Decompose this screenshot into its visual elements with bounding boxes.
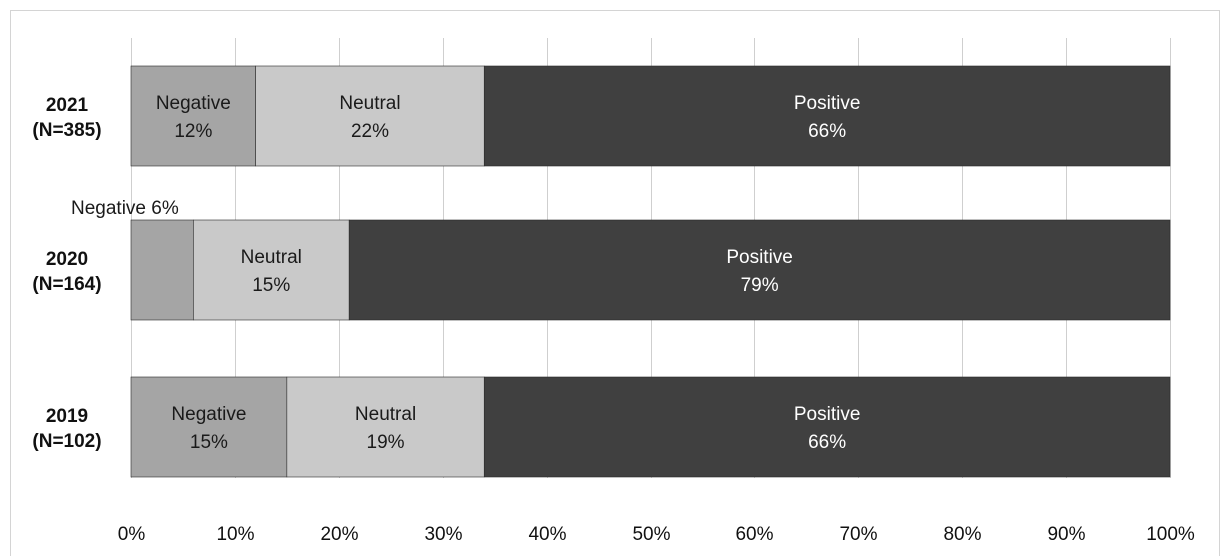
data-label-neutral-name: Neutral xyxy=(241,247,302,268)
x-tick-label: 0% xyxy=(118,524,146,545)
data-label-positive-name: Positive xyxy=(726,247,793,268)
category-labels: 2021 (N=385) 2020 (N=164) 2019 (N=102) xyxy=(32,95,101,452)
data-label-positive-name: Positive xyxy=(794,404,861,425)
data-label-negative-value: 12% xyxy=(174,121,212,142)
x-tick-label: 40% xyxy=(528,524,566,545)
data-label-neutral-value: 19% xyxy=(367,432,405,453)
bar-segment-neutral xyxy=(255,65,485,167)
data-label-neutral-value: 22% xyxy=(351,121,389,142)
x-axis-ticks: 0% 10% 20% 30% 40% 50% 60% 70% 80% 90% 100% xyxy=(118,524,1195,545)
category-label-n: (N=164) xyxy=(32,274,101,295)
x-tick-label: 20% xyxy=(320,524,358,545)
data-label-negative-value: 15% xyxy=(190,432,228,453)
category-label-n: (N=385) xyxy=(32,120,101,141)
data-label-neutral-name: Neutral xyxy=(339,93,400,114)
x-tick-label: 90% xyxy=(1047,524,1085,545)
x-tick-label: 100% xyxy=(1146,524,1195,545)
x-tick-label: 50% xyxy=(632,524,670,545)
category-label-year: 2020 xyxy=(46,249,88,270)
labels: Negative 12% Neutral 22% Positive 66% Negative… xyxy=(71,93,860,453)
category-label-year: 2021 xyxy=(46,95,89,116)
x-tick-label: 60% xyxy=(735,524,773,545)
data-label-negative: Negative 6% xyxy=(71,198,179,219)
data-label-negative-name: Negative xyxy=(171,404,246,425)
bar-segment-positive xyxy=(348,219,1171,321)
x-tick-label: 10% xyxy=(216,524,254,545)
bar-segment-negative xyxy=(130,376,288,478)
bar-segment-negative xyxy=(130,219,194,321)
data-label-positive-value: 66% xyxy=(808,121,846,142)
data-label-positive-value: 66% xyxy=(808,432,846,453)
data-label-neutral-value: 15% xyxy=(252,275,290,296)
category-label-n: (N=102) xyxy=(32,431,101,452)
bar-segment-positive xyxy=(483,376,1171,478)
data-label-neutral-name: Neutral xyxy=(355,404,416,425)
bars xyxy=(130,65,1171,478)
data-label-positive-value: 79% xyxy=(741,275,779,296)
bar-segment-negative xyxy=(130,65,256,167)
bar-segment-positive xyxy=(483,65,1171,167)
x-tick-label: 30% xyxy=(424,524,462,545)
x-tick-label: 80% xyxy=(943,524,981,545)
x-tick-label: 70% xyxy=(839,524,877,545)
data-label-positive-name: Positive xyxy=(794,93,861,114)
data-label-negative-name: Negative xyxy=(156,93,231,114)
bar-segment-neutral xyxy=(286,376,485,478)
category-label-year: 2019 xyxy=(46,406,88,427)
bar-segment-neutral xyxy=(193,219,350,321)
